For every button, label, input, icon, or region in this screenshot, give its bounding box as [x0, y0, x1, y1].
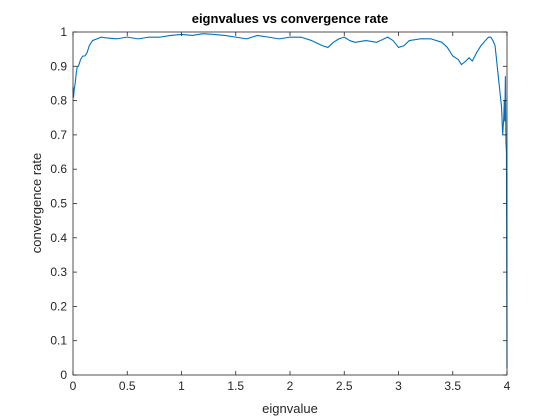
x-axis-label: eignvalue: [262, 401, 318, 416]
x-tick-label: 1: [178, 379, 185, 393]
axes-box: [72, 31, 508, 376]
x-tick-label: 1.5: [227, 379, 244, 393]
y-tick-label: 0.2: [50, 299, 67, 313]
x-tick-label: 2: [287, 379, 294, 393]
plot-area: [73, 32, 507, 375]
y-tick-label: 0.5: [50, 197, 67, 211]
series-layer: [72, 33, 508, 369]
y-tick-label: 0.1: [50, 334, 67, 348]
series-line: [72, 33, 508, 369]
y-tick-label: 0.9: [50, 59, 67, 73]
chart-title: eignvalues vs convergence rate: [192, 11, 389, 26]
y-tick-label: 0.6: [50, 162, 67, 176]
y-tick-label: 0.7: [50, 128, 67, 142]
x-tick-label: 0.5: [119, 379, 136, 393]
x-tick-label: 3.5: [444, 379, 461, 393]
x-axis-ticks: 0 0.5 1 1.5 2 2.5 3 3.5 4: [70, 32, 511, 393]
y-axis-ticks: 0 0.1 0.2 0.3 0.4 0.5 0.6 0.7 0.8 0.9 1: [50, 25, 507, 382]
y-tick-label: 0.8: [50, 94, 67, 108]
x-tick-label: 4: [504, 379, 511, 393]
y-tick-label: 1: [60, 25, 67, 39]
x-tick-label: 2.5: [336, 379, 353, 393]
y-tick-label: 0: [60, 368, 67, 382]
y-tick-label: 0.4: [50, 231, 67, 245]
x-tick-label: 0: [70, 379, 77, 393]
y-axis-label: convergence rate: [29, 153, 44, 253]
y-tick-label: 0.3: [50, 265, 67, 279]
x-tick-label: 3: [395, 379, 402, 393]
